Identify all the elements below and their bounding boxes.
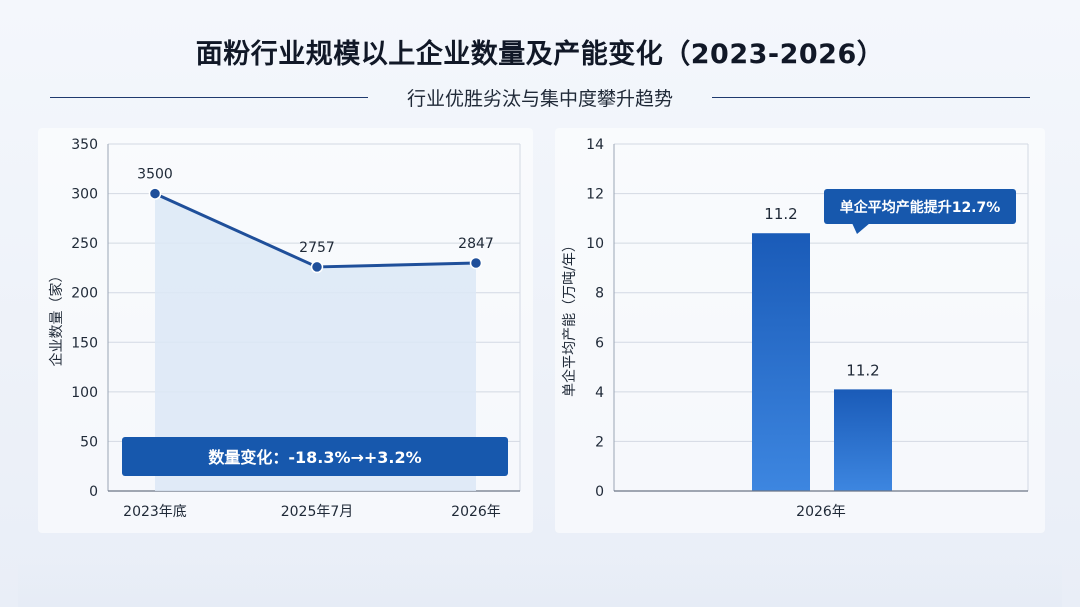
left-y-tick-label: 150 [71, 335, 98, 351]
capacity-callout-pointer [852, 223, 870, 234]
right-y-tick-label: 14 [586, 137, 604, 153]
line-area-fill [155, 193, 476, 492]
right-y-tick-label: 2 [595, 434, 604, 450]
left-x-tick-label: 2025年7月 [281, 504, 354, 520]
right-y-tick-label: 6 [595, 335, 604, 351]
right-x-tick-label: 2026年 [796, 504, 846, 520]
subtitle-divider-left [50, 97, 368, 98]
line-data-label: 2847 [458, 236, 494, 252]
left-y-tick-label: 100 [71, 385, 98, 401]
line-point [310, 260, 324, 274]
left-y-tick-label: 250 [71, 236, 98, 252]
bar-data-label: 11.2 [764, 205, 797, 223]
line-data-label: 2757 [299, 240, 335, 256]
page-subtitle: 行业优胜劣汰与集中度攀升趋势 [406, 88, 673, 110]
line-point [469, 256, 483, 270]
line-point [148, 187, 162, 200]
bottom-strip [18, 560, 1062, 607]
right-y-tick-label: 12 [586, 187, 604, 203]
right-y-tick-label: 4 [595, 385, 604, 401]
left-y-tick-label: 300 [71, 187, 98, 203]
line-data-label: 3500 [137, 167, 173, 183]
left-x-tick-label: 2026年 [451, 504, 501, 520]
left-y-tick-label: 200 [71, 286, 98, 302]
capacity-callout-text: 单企平均产能提升12.7% [840, 199, 1001, 216]
left-y-tick-label: 350 [71, 137, 98, 153]
subtitle-row: 行业优胜劣汰与集中度攀升趋势 [50, 84, 1030, 112]
capacity-callout-box [824, 189, 1016, 224]
change-banner-text: 数量变化：-18.3%→+3.2% [208, 448, 421, 467]
left-y-tick-label: 0 [89, 484, 98, 500]
left-y-axis-title: 企业数量（家） [48, 269, 65, 367]
right-y-tick-label: 8 [595, 286, 604, 302]
bar-data-label: 11.2 [846, 361, 879, 379]
right-y-tick-label: 10 [586, 236, 604, 252]
change-banner [122, 437, 508, 476]
subtitle-divider-right [712, 97, 1030, 98]
capacity-bar [834, 389, 892, 491]
left-x-tick-label: 2023年底 [123, 504, 187, 520]
right-y-tick-label: 0 [595, 484, 604, 500]
left-y-tick-label: 50 [80, 434, 98, 450]
right-y-axis-title: 单企平均产能（万吨/年） [561, 238, 578, 397]
capacity-bar [752, 233, 810, 491]
page-title: 面粉行业规模以上企业数量及产能变化（2023-2026） [195, 39, 885, 70]
